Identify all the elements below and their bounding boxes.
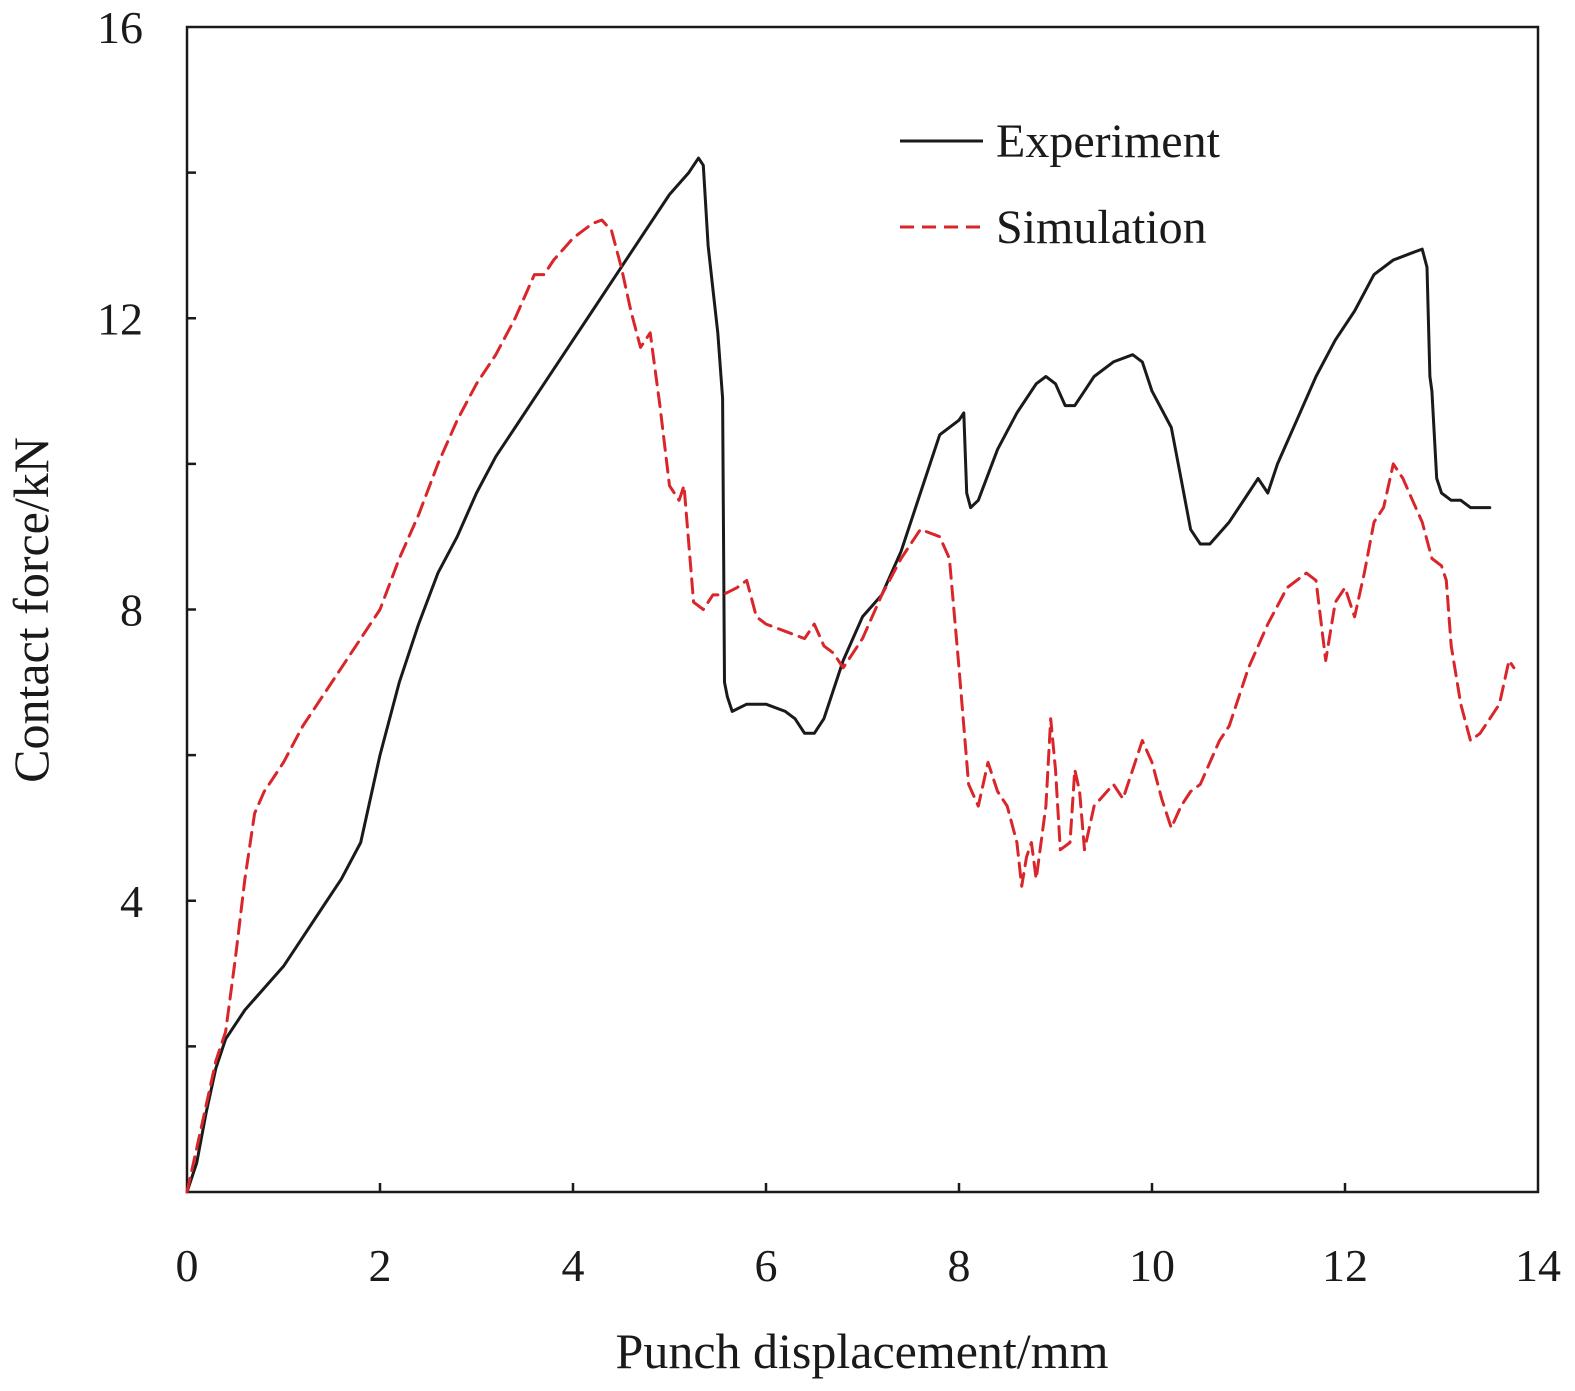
x-tick-label-14: 14 [1515,1240,1561,1291]
legend-label-simulation: Simulation [996,201,1207,254]
y-tick-label-16: 16 [97,2,143,53]
series-line-experiment [185,156,1492,1194]
x-tick-label-10: 10 [1129,1240,1175,1291]
legend: Experiment Simulation [900,115,1221,254]
x-tick-label-12: 12 [1322,1240,1368,1291]
x-tick-label-8: 8 [948,1240,971,1291]
x-axis-title: Punch displacement/mm [616,1323,1109,1379]
series-line-simulation [185,218,1516,1194]
y-tick-label-12: 12 [97,293,143,344]
axis-ticks: 0 2 4 6 8 10 12 14 4 8 12 16 [97,2,1561,1291]
x-tick-label-4: 4 [562,1240,585,1291]
legend-label-experiment: Experiment [996,115,1221,168]
x-tick-label-0: 0 [176,1240,199,1291]
y-tick-label-4: 4 [120,876,143,927]
x-tick-label-6: 6 [755,1240,778,1291]
y-tick-label-8: 8 [120,585,143,636]
y-axis-title: Contact force/kN [3,437,59,783]
series-layer [185,156,1516,1194]
x-tick-label-2: 2 [369,1240,392,1291]
